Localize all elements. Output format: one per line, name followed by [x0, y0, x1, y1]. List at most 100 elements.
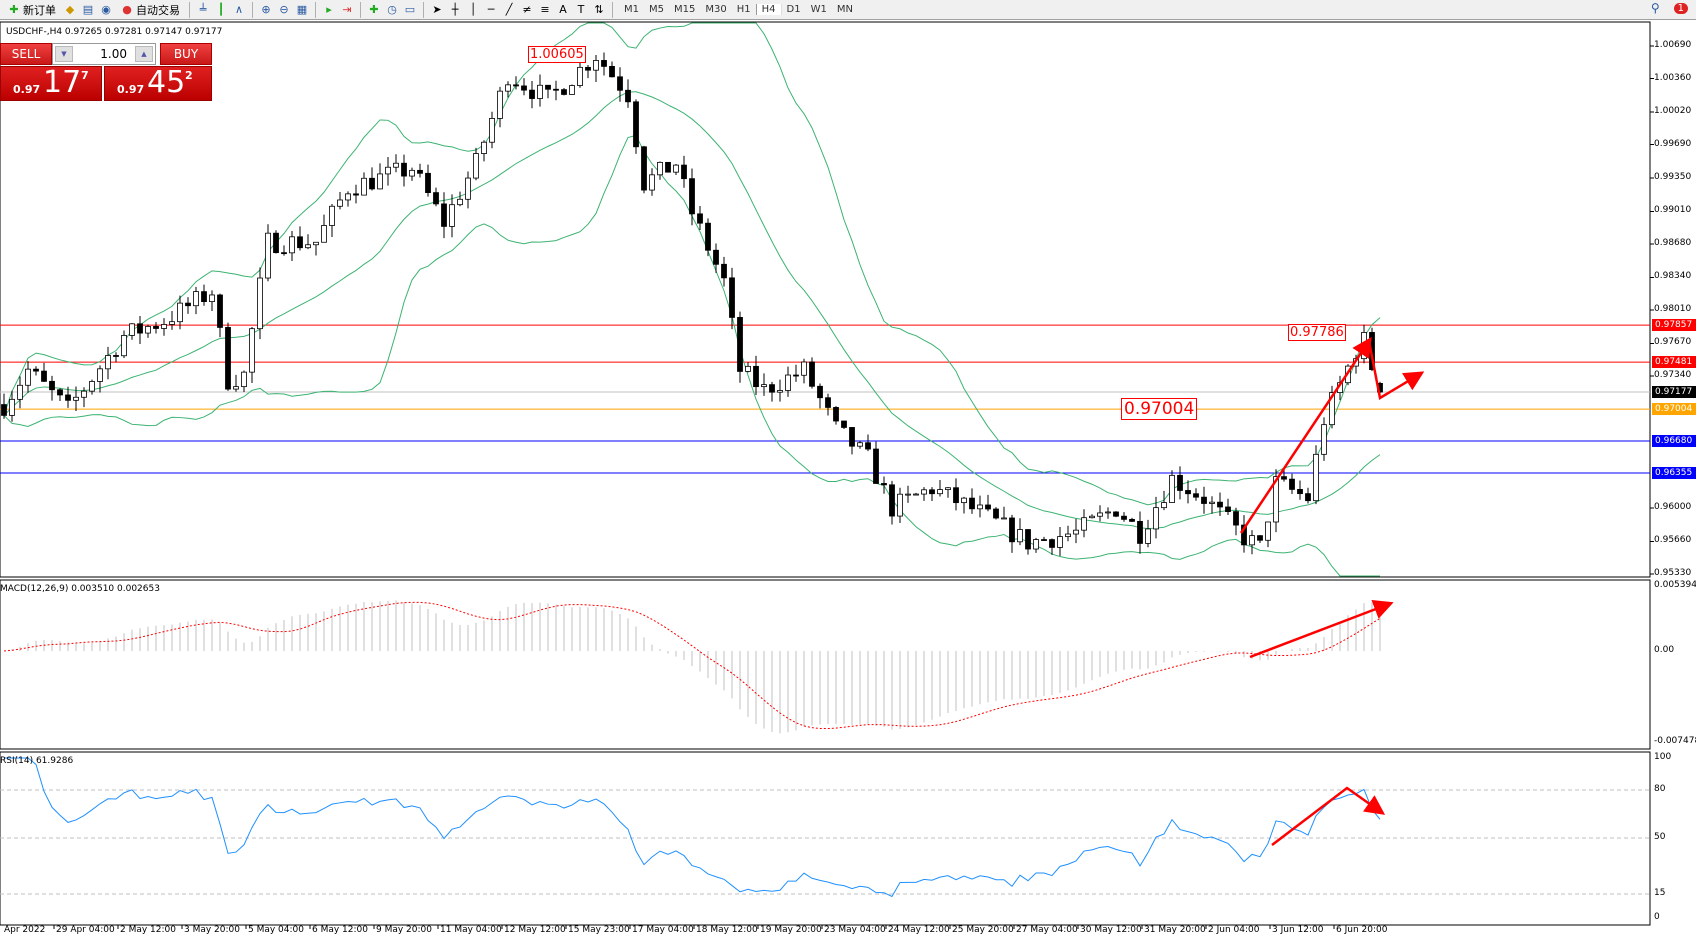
bullish-candle: [481, 141, 487, 154]
bearish-candle: [1225, 506, 1231, 512]
timeframe-mn[interactable]: MN: [836, 4, 853, 15]
price-axis-label: 0.98340: [1654, 271, 1692, 282]
metaeditor-icon[interactable]: ◆: [65, 2, 75, 16]
tile-windows-icon[interactable]: ▦: [296, 2, 308, 16]
time-axis-label: 31 May 20:00: [1144, 925, 1206, 935]
templates-icon[interactable]: ▭: [404, 2, 416, 16]
channel-icon[interactable]: ≠: [522, 2, 532, 16]
timeframe-m15[interactable]: M15: [674, 4, 696, 15]
crosshair-icon[interactable]: ┼: [451, 2, 459, 16]
one-click-trading-panel: SELL ▼ 1.00 ▲ BUY 0.97 17 7 0.97 45 2: [0, 43, 212, 101]
bullish-candle: [473, 153, 479, 179]
text-label-icon[interactable]: T: [577, 2, 585, 16]
new-order-button[interactable]: ✚ 新订单: [4, 1, 59, 19]
separator: [189, 1, 190, 18]
bullish-candle: [249, 328, 255, 373]
price-level-tag: 0.96355: [1652, 467, 1696, 480]
lot-increase-button[interactable]: ▲: [135, 46, 153, 62]
bearish-candle: [753, 365, 759, 388]
time-axis-label: 25 May 20:00: [952, 925, 1014, 935]
separator: [252, 1, 253, 18]
auto-trading-button[interactable]: ● 自动交易: [117, 1, 183, 19]
bullish-candle: [345, 193, 351, 201]
zoom-out-icon[interactable]: ⊖: [279, 2, 289, 16]
bearish-candle: [825, 397, 831, 408]
vertical-line-icon[interactable]: │: [469, 2, 477, 16]
horizontal-line-icon[interactable]: ─: [487, 2, 495, 16]
lot-decrease-button[interactable]: ▼: [55, 46, 73, 62]
timeframe-h4[interactable]: H4: [755, 4, 782, 15]
separator: [315, 1, 316, 18]
timeframe-h1[interactable]: H1: [736, 4, 751, 15]
time-axis-label: 30 May 12:00: [1080, 925, 1142, 935]
arrows-icon[interactable]: ⇅: [594, 2, 604, 16]
candlestick-icon[interactable]: ┃: [217, 2, 225, 16]
bullish-candle: [1153, 507, 1159, 530]
line-chart-icon[interactable]: ∧: [234, 2, 244, 16]
bullish-candle: [977, 504, 983, 510]
level-price-label[interactable]: 0.97004: [1121, 398, 1198, 420]
bullish-candle: [1097, 512, 1103, 517]
signals-icon[interactable]: ◉: [101, 2, 111, 16]
bearish-candle: [1201, 496, 1207, 504]
bar-chart-icon[interactable]: ╧: [199, 2, 207, 16]
chart-shift-icon[interactable]: ⇥: [342, 2, 352, 16]
rsi-trend-arrow: [1271, 786, 1386, 846]
bearish-candle: [297, 236, 303, 249]
price-level-tag: 0.97857: [1652, 319, 1696, 332]
fibonacci-icon[interactable]: ≡: [540, 2, 550, 16]
time-axis-label: 5 May 04:00: [248, 925, 304, 935]
bullish-candle: [785, 374, 791, 391]
bullish-candle: [1033, 539, 1039, 550]
zoom-in-icon[interactable]: ⊕: [261, 2, 271, 16]
timeframe-w1[interactable]: W1: [810, 4, 827, 15]
terminal-icon[interactable]: ▤: [82, 2, 94, 16]
notifications-badge[interactable]: 1: [1673, 2, 1688, 14]
text-icon[interactable]: A: [559, 2, 567, 16]
bullish-candle: [193, 291, 199, 307]
time-axis-label: 17 May 04:00: [632, 925, 694, 935]
timeframe-m5[interactable]: M5: [649, 4, 664, 15]
new-order-icon: ✚: [9, 2, 19, 16]
time-axis-label: 11 May 04:00: [440, 925, 502, 935]
bearish-candle: [1297, 489, 1303, 495]
cursor-icon[interactable]: ➤: [432, 2, 442, 16]
rsi-axis-label: 50: [1654, 832, 1666, 842]
bullish-candle: [761, 384, 767, 388]
bearish-candle: [665, 161, 671, 173]
sell-button[interactable]: SELL: [0, 43, 52, 65]
timeframe-m1[interactable]: M1: [624, 4, 639, 15]
auto-trading-icon: ●: [122, 2, 132, 16]
timeframe-m30[interactable]: M30: [705, 4, 727, 15]
recent-high-label[interactable]: 0.97786: [1288, 324, 1346, 341]
high-price-label[interactable]: 1.00605: [528, 46, 586, 63]
bullish-candle: [105, 355, 111, 370]
buy-price[interactable]: 0.97 45 2: [104, 66, 212, 101]
bullish-candle: [489, 118, 495, 143]
time-axis-label: 2 May 12:00: [120, 925, 176, 935]
macd-axis-label: -0.007478: [1654, 736, 1696, 746]
macd-panel: [0, 579, 1651, 750]
search-icon[interactable]: ⚲: [1650, 1, 1660, 15]
lot-size-input[interactable]: ▼ 1.00 ▲: [52, 43, 156, 65]
bullish-candle: [905, 493, 911, 496]
bearish-candle: [441, 203, 447, 227]
buy-button[interactable]: BUY: [160, 43, 212, 65]
trendline-icon[interactable]: ╱: [505, 2, 513, 16]
autoscroll-icon[interactable]: ▸: [326, 2, 332, 16]
rsi-axis-label: 0: [1654, 912, 1660, 922]
lot-value: 1.00: [100, 47, 127, 61]
bearish-candle: [705, 222, 711, 251]
periods-icon[interactable]: ◷: [387, 2, 397, 16]
timeframe-d1[interactable]: D1: [786, 4, 801, 15]
bullish-candle: [457, 198, 463, 206]
bullish-candle: [945, 487, 951, 490]
indicators-icon[interactable]: ✚: [369, 2, 379, 16]
bearish-candle: [1113, 511, 1119, 517]
sell-price[interactable]: 0.97 17 7: [0, 66, 102, 101]
bullish-candle: [1265, 521, 1271, 541]
bullish-candle: [1209, 501, 1215, 504]
bollinger-upper: [3, 22, 1381, 506]
bullish-candle: [1169, 474, 1175, 503]
